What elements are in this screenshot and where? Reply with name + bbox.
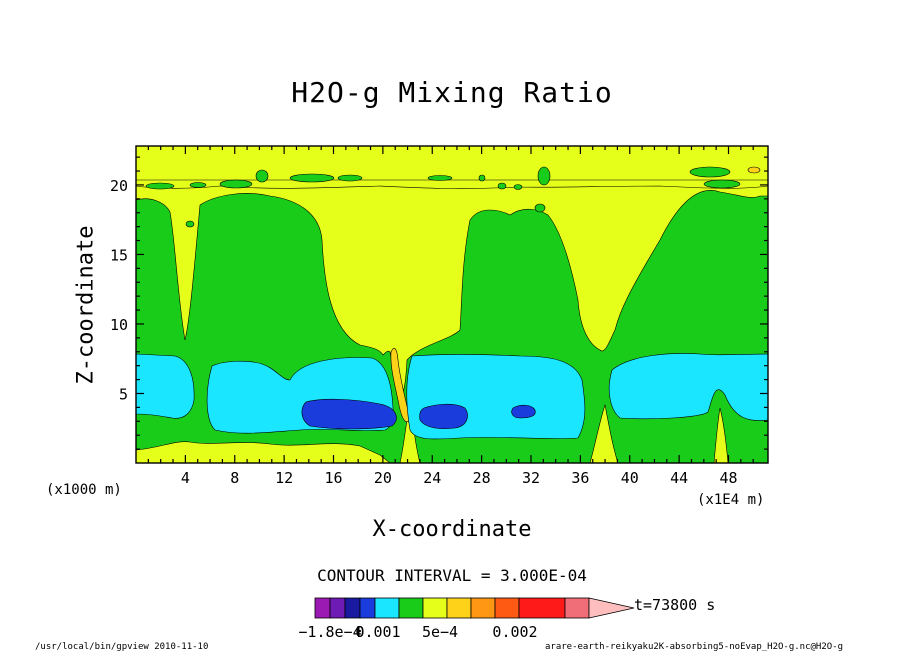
- colorbar-cell: [314, 597, 331, 619]
- y-ticks: [136, 156, 768, 450]
- colorbar-cell: [374, 597, 400, 619]
- region-blue-small: [511, 404, 536, 419]
- colorbar-cell: [359, 597, 376, 619]
- colorbar-cell: [564, 597, 590, 619]
- region-cyan-right: [608, 353, 768, 421]
- x-tick-label: 12: [275, 469, 293, 487]
- colorbar-label: 0: [355, 623, 364, 641]
- region-yellow-surface: [136, 441, 391, 463]
- y-tick-label: 15: [110, 246, 128, 264]
- x-tick-label: 4: [181, 469, 190, 487]
- contour-field: [136, 146, 768, 463]
- colorbar-label: −1.8e−4: [298, 623, 361, 641]
- colorbar-cell: [494, 597, 520, 619]
- colorbar-label: 0.001: [355, 623, 400, 641]
- x-tick-label: 48: [719, 469, 737, 487]
- x-ticks: [147, 146, 754, 463]
- x-tick-label: 8: [230, 469, 239, 487]
- plot-frame: [135, 145, 769, 464]
- x-unit-left: (x1000 m): [46, 482, 122, 498]
- x-unit-right: (x1E4 m): [697, 492, 765, 508]
- contour-interval: CONTOUR INTERVAL = 3.000E-04: [317, 566, 587, 585]
- colorbar-cell: [470, 597, 496, 619]
- colorbar-cell: [398, 597, 424, 619]
- x-tick-label: 40: [621, 469, 639, 487]
- colorbar: [314, 597, 635, 619]
- x-tick-label: 44: [670, 469, 688, 487]
- x-axis-label: X-coordinate: [372, 517, 532, 542]
- x-tick-label: 24: [423, 469, 441, 487]
- region-blue-east: [419, 403, 468, 430]
- colorbar-cell: [518, 597, 566, 619]
- time-label: t=73800 s: [634, 596, 716, 614]
- x-tick-labels: 4 8 12 16 20 24 28 32 36 40 44 48: [181, 469, 738, 487]
- x-tick-label: 20: [374, 469, 392, 487]
- upper-blobs: [145, 166, 741, 228]
- y-axis-label: Z-coordinate: [73, 225, 99, 385]
- footer-right: arare-earth-reikyaku2K-absorbing5-noEvap…: [545, 642, 844, 652]
- colorbar-arrow: [588, 597, 635, 619]
- colorbar-labels: −1.8e−400.001 5e−4 0.002: [298, 623, 537, 641]
- x-tick-label: 28: [473, 469, 491, 487]
- region-cyan-left-edge: [136, 353, 195, 419]
- colorbar-cell: [344, 597, 361, 619]
- footer-left: /usr/local/bin/gpview 2010-11-10: [35, 642, 209, 652]
- y-tick-label: 20: [110, 177, 128, 195]
- chart-title: H2O-g Mixing Ratio: [291, 76, 613, 109]
- x-tick-label: 36: [571, 469, 589, 487]
- x-tick-label: 32: [522, 469, 540, 487]
- colorbar-label: 0.002: [492, 623, 537, 641]
- colorbar-cell: [422, 597, 448, 619]
- y-tick-labels: 5 10 15 20: [110, 177, 128, 404]
- y-tick-label: 10: [110, 316, 128, 334]
- y-tick-label: 5: [119, 385, 128, 403]
- x-tick-label: 16: [324, 469, 342, 487]
- region-blue-west: [301, 398, 397, 430]
- colorbar-cell: [446, 597, 472, 619]
- colorbar-cell: [329, 597, 346, 619]
- colorbar-label: 5e−4: [422, 623, 458, 641]
